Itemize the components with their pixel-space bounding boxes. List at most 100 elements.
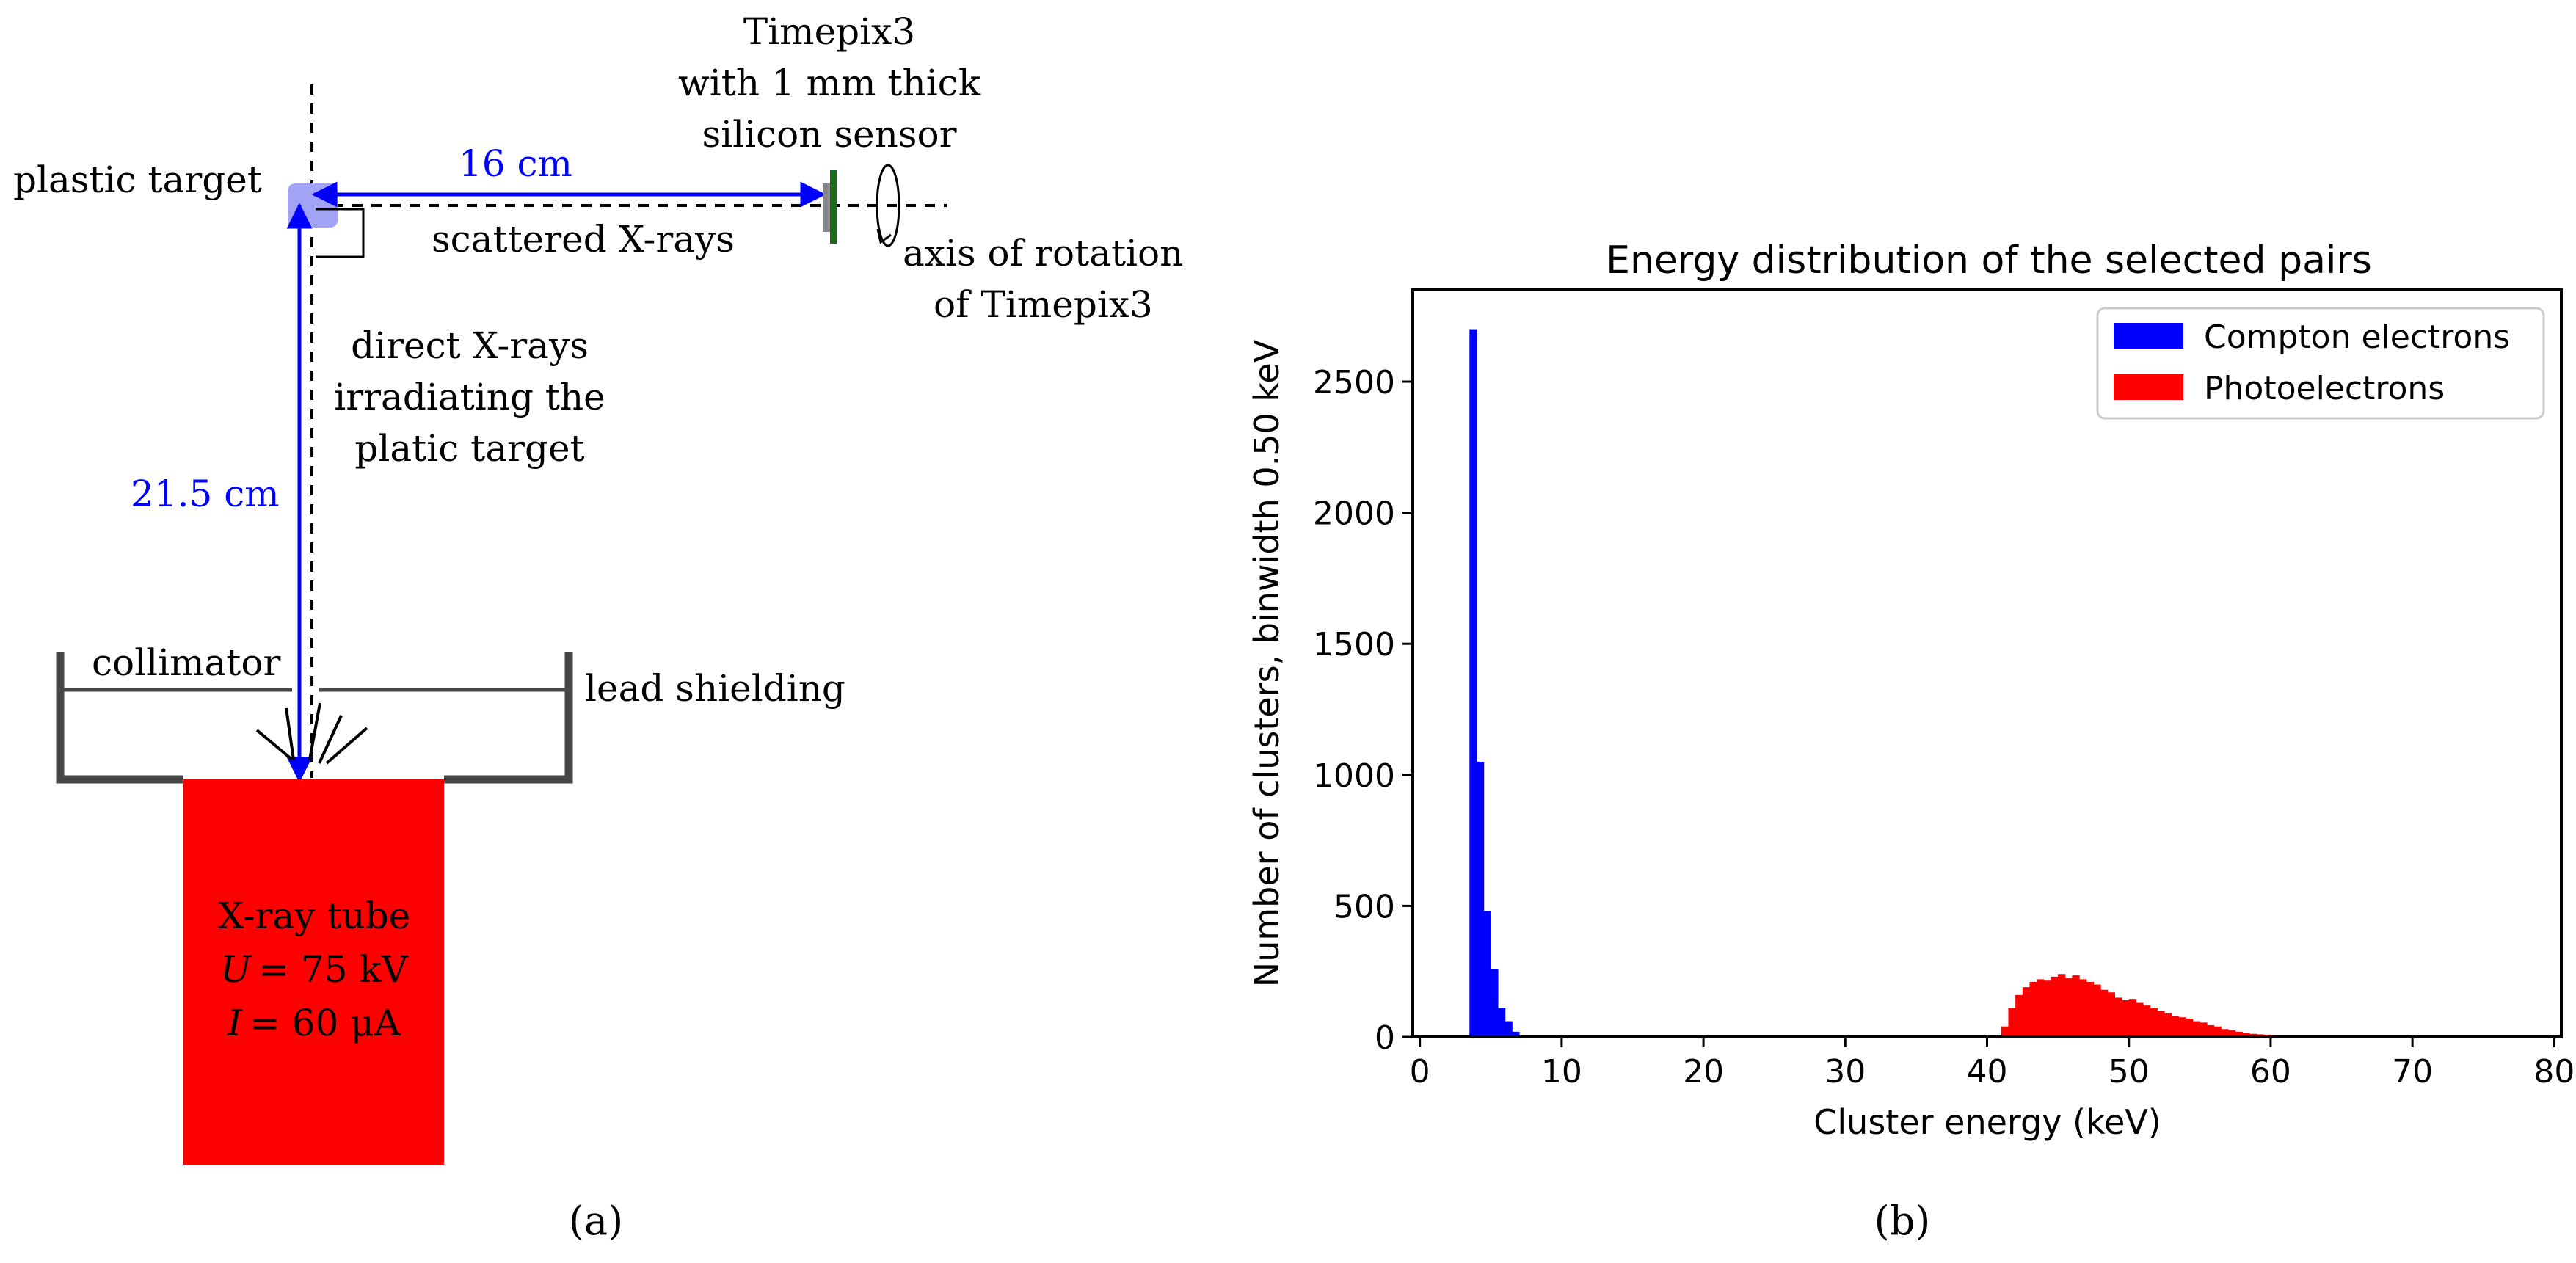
legend-swatch-compton [2114, 323, 2183, 349]
emission-ray [325, 727, 368, 765]
detector-housing [823, 183, 830, 232]
photoelectron-bar [2164, 1013, 2172, 1037]
photoelectron-bar [2086, 981, 2095, 1037]
photoelectron-bar [2079, 979, 2087, 1037]
legend-swatch-photo [2114, 374, 2183, 400]
emission-ray [318, 715, 343, 764]
photoelectron-bar [2100, 989, 2109, 1037]
lead-shielding-right [444, 652, 573, 784]
tube-current-label: I = 60 μA [227, 1002, 401, 1044]
y-axis-label: Number of clusters, binwidth 0.50 keV [1247, 339, 1287, 987]
photoelectron-bar [2185, 1018, 2194, 1037]
x-tick-label: 10 [1541, 1053, 1582, 1091]
legend-frame [2096, 307, 2545, 420]
legend: Compton electrons Photoelectrons [2096, 307, 2545, 420]
photoelectron-bar [2043, 980, 2052, 1037]
photoelectron-bar [2150, 1008, 2158, 1037]
photoelectron-bar [2157, 1011, 2165, 1037]
photoelectron-bar [2242, 1033, 2250, 1037]
emission-ray [308, 702, 321, 760]
compton-bar [1483, 911, 1491, 1037]
y-tick-label: 2500 [1313, 364, 1395, 401]
photoelectron-bar [2200, 1022, 2208, 1037]
tube-voltage-label: U = 75 kV [220, 948, 409, 991]
photoelectron-bar [2178, 1017, 2186, 1037]
y-tick-label: 0 [1375, 1019, 1395, 1057]
x-axis-ticks: 0 10 20 30 40 50 60 70 80 [1410, 1037, 2575, 1091]
xray-tube-body [183, 779, 444, 1165]
photoelectron-bar [2249, 1033, 2257, 1037]
x-tick-label: 80 [2533, 1053, 2575, 1091]
compton-bar [1491, 969, 1499, 1037]
silicon-sensor [830, 170, 837, 244]
y-axis-ticks: 0 500 1000 1500 2000 2500 [1313, 364, 1413, 1057]
photoelectron-bar [2107, 992, 2115, 1037]
compton-bar [1476, 761, 1485, 1037]
photoelectron-bar [2128, 999, 2136, 1037]
photoelectron-bar [2206, 1024, 2215, 1037]
rotation-axis-label-line1: axis of rotation [903, 232, 1183, 274]
photoelectron-bar [2008, 1008, 2016, 1037]
setup-diagram: plastic target 16 cm 21.5 cm Timepix3 wi… [13, 10, 1183, 1244]
photoelectron-bar [2122, 1000, 2130, 1037]
y-tick-label: 1000 [1313, 757, 1395, 795]
photoelectron-bar [2143, 1005, 2151, 1037]
rotation-axis-label-line2: of Timepix3 [934, 283, 1153, 326]
photoelectron-bar [2227, 1030, 2236, 1037]
compton-bar [1512, 1031, 1520, 1037]
panel-b-caption: (b) [1874, 1198, 1931, 1244]
photoelectron-bar [2213, 1026, 2222, 1037]
photoelectron-bar [2001, 1026, 2009, 1037]
photoelectron-bar [2093, 984, 2101, 1037]
emission-ray [285, 707, 295, 760]
photoelectron-bar [2192, 1021, 2200, 1037]
photoelectron-bar [2171, 1016, 2179, 1037]
legend-label-compton: Compton electrons [2204, 319, 2510, 356]
photoelectron-bar [2037, 979, 2045, 1037]
compton-bar [1497, 1008, 1506, 1037]
photoelectron-bar [2221, 1029, 2229, 1037]
histogram-bars [1469, 329, 2314, 1037]
compton-bar [1505, 1021, 1513, 1037]
lead-shielding-left [56, 652, 183, 784]
photoelectron-bar [2136, 1002, 2144, 1037]
plastic-target-block [288, 183, 338, 228]
plastic-target-label: plastic target [13, 159, 262, 201]
photoelectron-bar [2022, 987, 2031, 1037]
x-tick-label: 60 [2250, 1053, 2291, 1091]
x-tick-label: 50 [2109, 1053, 2150, 1091]
x-tick-label: 0 [1410, 1053, 1430, 1091]
photoelectron-bar [2072, 975, 2080, 1037]
histogram-chart: Energy distribution of the selected pair… [1247, 239, 2575, 1244]
photoelectron-bar [2051, 976, 2059, 1037]
horizontal-distance-label: 16 cm [459, 142, 572, 185]
photoelectron-bar [2235, 1031, 2243, 1037]
photoelectron-bar [2064, 978, 2073, 1037]
y-tick-label: 500 [1334, 888, 1395, 925]
rotation-arrow-icon [876, 228, 892, 244]
scattered-xrays-label: scattered X-rays [432, 218, 735, 261]
photoelectron-bar [2015, 994, 2023, 1037]
emission-ray [255, 729, 294, 761]
vertical-distance-label: 21.5 cm [131, 473, 280, 515]
x-axis-label: Cluster energy (keV) [1813, 1102, 2161, 1142]
x-tick-label: 20 [1683, 1053, 1724, 1091]
detector-label-line2: with 1 mm thick [678, 62, 981, 104]
xray-tube-label: X-ray tube [218, 895, 410, 937]
x-tick-label: 40 [1967, 1053, 2008, 1091]
rotation-icon [876, 164, 900, 247]
legend-label-photo: Photoelectrons [2204, 370, 2445, 407]
photoelectron-bar [2114, 997, 2122, 1037]
compton-bar [1469, 329, 1477, 1037]
photoelectron-bar [2029, 981, 2037, 1037]
right-angle-marker [316, 208, 365, 258]
collimator-label: collimator [92, 641, 280, 684]
photoelectron-bar [2058, 974, 2066, 1037]
panel-a-caption: (a) [569, 1198, 623, 1244]
chart-title: Energy distribution of the selected pair… [1606, 239, 2372, 283]
detector-label-line3: silicon sensor [702, 113, 957, 156]
detector-label-line1: Timepix3 [743, 10, 915, 53]
x-tick-label: 70 [2392, 1053, 2433, 1091]
x-tick-label: 30 [1824, 1053, 1866, 1091]
